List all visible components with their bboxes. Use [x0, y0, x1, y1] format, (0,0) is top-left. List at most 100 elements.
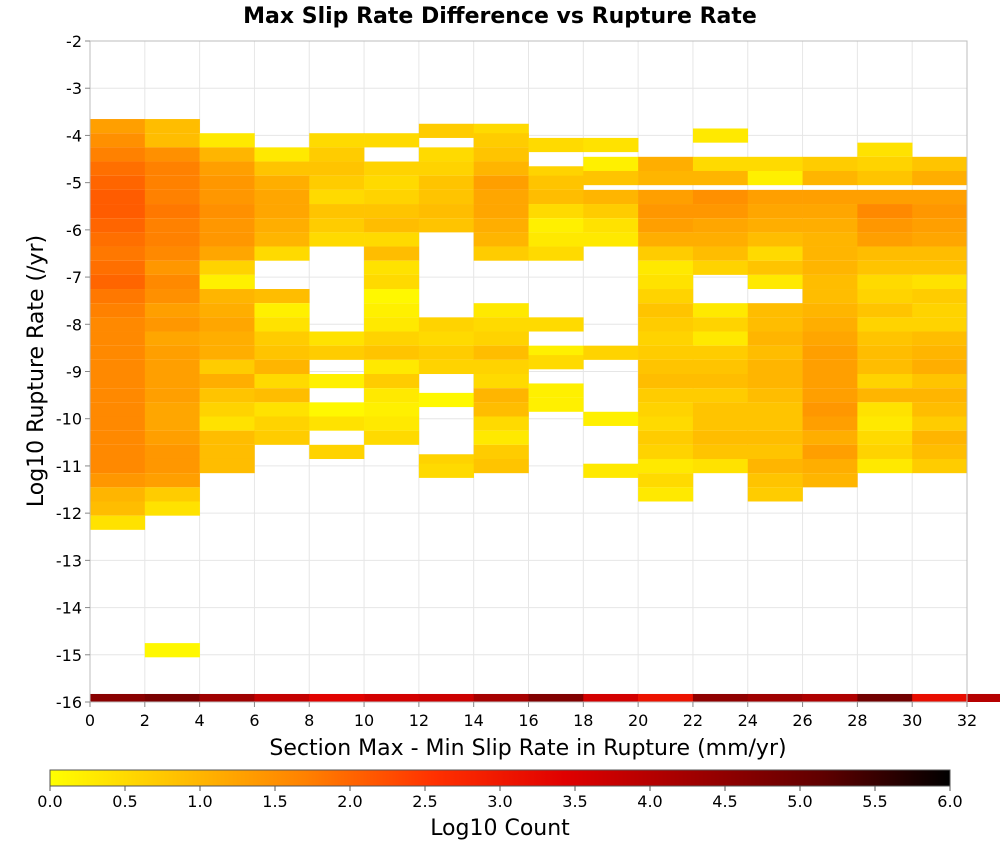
- heatmap-cell: [747, 693, 803, 702]
- heatmap-cell: [747, 232, 803, 247]
- heatmap-cell: [802, 218, 858, 233]
- heatmap-cell: [473, 458, 529, 474]
- heatmap-cell: [692, 260, 749, 275]
- heatmap-cell: [583, 156, 639, 171]
- heatmap-cell: [364, 218, 420, 233]
- heatmap-cell: [254, 402, 310, 417]
- colorbar-tick-label: 5.5: [862, 792, 887, 811]
- heatmap-cell: [692, 246, 749, 261]
- heatmap-cell: [802, 289, 858, 304]
- heatmap-cell: [199, 289, 255, 304]
- heatmap-cell: [144, 388, 200, 403]
- heatmap-cell: [857, 317, 913, 332]
- heatmap-cell: [528, 246, 584, 261]
- heatmap-cell: [90, 345, 146, 360]
- heatmap-cell: [418, 175, 474, 190]
- heatmap-cell: [802, 416, 858, 431]
- heatmap-cell: [254, 289, 310, 304]
- x-axis-ticks: 0 2 4 6 8 10 12 14 16 18 20 22 24 26 28 30 32: [85, 702, 977, 730]
- heatmap-cell: [199, 402, 255, 417]
- x-tick-label: 0: [85, 711, 95, 730]
- heatmap-cell: [912, 444, 968, 460]
- heatmap-cell: [638, 359, 694, 375]
- heatmap-cell: [692, 232, 749, 247]
- heatmap-cell: [90, 260, 146, 275]
- heatmap-cell: [692, 303, 749, 318]
- heatmap-cell: [90, 289, 146, 304]
- heatmap-cell: [144, 444, 200, 460]
- heatmap-cell: [747, 204, 803, 219]
- heatmap-cell: [473, 402, 529, 417]
- heatmap-cell: [638, 170, 694, 186]
- heatmap-cell: [857, 189, 913, 205]
- heatmap-cell: [857, 402, 913, 417]
- heatmap-cell: [747, 374, 803, 389]
- heatmap-cell: [199, 189, 255, 205]
- heatmap-cell: [364, 175, 420, 190]
- heatmap-cell: [528, 218, 584, 233]
- heatmap-cell: [638, 218, 694, 233]
- x-tick-label: 6: [249, 711, 259, 730]
- heatmap-cell: [144, 119, 200, 134]
- heatmap-cell: [473, 232, 529, 247]
- heatmap-cell: [638, 189, 694, 205]
- heatmap-cell: [912, 402, 968, 417]
- y-axis-label: Log10 Rupture Rate (/yr): [24, 235, 49, 507]
- heatmap-cell: [418, 693, 474, 702]
- heatmap-cell: [418, 147, 474, 162]
- heatmap-cell: [638, 416, 694, 431]
- colorbar: [49, 769, 951, 787]
- heatmap-cell: [199, 458, 255, 474]
- heatmap-cell: [418, 204, 474, 219]
- heatmap-cell: [857, 303, 913, 318]
- heatmap-cell: [692, 156, 749, 171]
- heatmap-cell: [199, 204, 255, 219]
- colorbar-tick-label: 4.0: [637, 792, 662, 811]
- heatmap-cell: [638, 246, 694, 261]
- heatmap-cell: [144, 317, 200, 332]
- heatmap-cell: [364, 359, 420, 375]
- heatmap-cell: [583, 693, 639, 702]
- x-tick-label: 12: [409, 711, 429, 730]
- heatmap-cell: [90, 161, 146, 176]
- heatmap-cell: [857, 142, 913, 157]
- heatmap-cell: [144, 161, 200, 176]
- heatmap-cell: [802, 693, 858, 702]
- heatmap-cell: [254, 416, 310, 431]
- heatmap-cell: [364, 331, 420, 346]
- heatmap-cell: [144, 374, 200, 389]
- y-axis-ticks: -2 -3 -4 -5 -6 -7 -8 -9 -10 -11 -12 -13 -14 -15 -16: [56, 32, 90, 712]
- heatmap-cell: [364, 693, 420, 702]
- heatmap-cell: [254, 374, 310, 389]
- colorbar-tick-label: 3.0: [487, 792, 512, 811]
- x-tick-label: 28: [847, 711, 867, 730]
- colorbar-tick-label: 0.0: [37, 792, 62, 811]
- heatmap-cell: [199, 218, 255, 233]
- heatmap-cell: [912, 303, 968, 318]
- heatmap-cell: [857, 388, 913, 403]
- heatmap-cell: [364, 232, 420, 247]
- heatmap-cell: [638, 458, 694, 474]
- heatmap-cell: [473, 161, 529, 176]
- heatmap-cell: [90, 458, 146, 474]
- heatmap-cell: [747, 444, 803, 460]
- heatmap-cell: [473, 218, 529, 233]
- heatmap-cell: [90, 189, 146, 205]
- heatmap-cell: [747, 473, 803, 488]
- heatmap-cell: [473, 133, 529, 148]
- heatmap-cell: [144, 331, 200, 346]
- heatmap-cell: [857, 289, 913, 304]
- heatmap-cell: [802, 303, 858, 318]
- heatmap-cell: [747, 430, 803, 445]
- heatmap-cell: [638, 402, 694, 417]
- x-tick-label: 16: [518, 711, 538, 730]
- heatmap-cell: [90, 274, 146, 290]
- heatmap-cell: [583, 218, 639, 233]
- heatmap-cell: [144, 345, 200, 360]
- heatmap-cell: [912, 416, 968, 431]
- heatmap-cell: [254, 303, 310, 318]
- heatmap-cell: [692, 345, 749, 360]
- heatmap-cell: [144, 189, 200, 205]
- heatmap-cell: [857, 156, 913, 171]
